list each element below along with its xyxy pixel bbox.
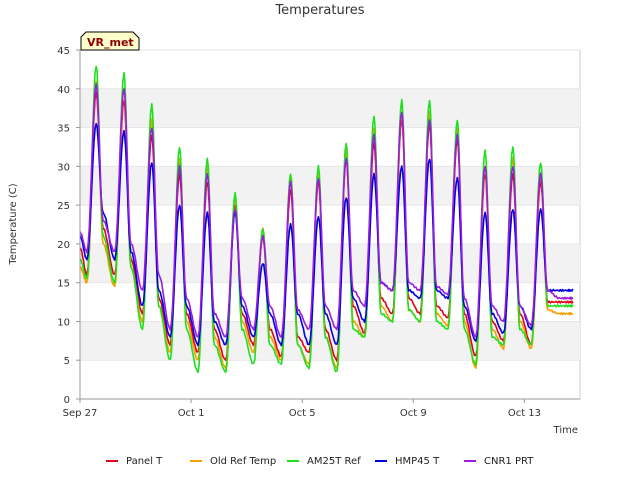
y-tick-label: 10 (57, 317, 70, 328)
y-axis-title: Temperature (C) (8, 183, 19, 265)
y-tick-label: 5 (64, 356, 70, 367)
grid-band (80, 88, 580, 128)
series-line-am25t-ref (79, 65, 574, 374)
grid-band (80, 166, 580, 206)
station-badge: VR_met (80, 31, 140, 51)
axes: 0 5 10 15 20 25 30 35 40 45 Sep 27 Oct 1 Oct 5 Oct 9 O… (57, 46, 580, 419)
y-tick-label: 30 (57, 162, 70, 173)
legend-label: CNR1 PRT (484, 456, 534, 467)
x-axis-title: Time (553, 425, 578, 436)
legend-item-old-ref-temp: Old Ref Temp (190, 456, 276, 467)
series-line-cnr1-prt (79, 83, 574, 338)
series-line-panel-t (79, 91, 574, 362)
station-badge-label: VR_met (87, 36, 134, 49)
legend-label: HMP45 T (395, 456, 440, 467)
x-tick-label: Sep 27 (63, 408, 98, 419)
legend-label: Old Ref Temp (210, 456, 276, 467)
y-tick-label: 0 (64, 395, 70, 406)
legend-label: Panel T (126, 456, 163, 467)
legend-item-hmp45-t: HMP45 T (375, 456, 440, 467)
y-tick-label: 25 (57, 201, 70, 212)
x-tick-label: Oct 9 (400, 408, 427, 419)
y-tick-label: 45 (57, 46, 70, 57)
grid-band (80, 243, 580, 283)
y-tick-label: 40 (57, 85, 70, 96)
y-tick-label: 35 (57, 124, 70, 135)
legend: Panel T Old Ref Temp AM25T Ref HMP45 T CNR1 … (106, 456, 534, 467)
legend-item-am25t-ref: AM25T Ref (287, 456, 361, 467)
legend-item-cnr1-prt: CNR1 PRT (464, 456, 534, 467)
x-tick-label: Oct 13 (508, 408, 541, 419)
y-tick-label: 15 (57, 279, 70, 290)
y-tick-label: 20 (57, 240, 70, 251)
legend-label: AM25T Ref (307, 456, 361, 467)
x-tick-label: Oct 1 (178, 408, 205, 419)
x-tick-label: Oct 5 (289, 408, 316, 419)
series-lines (79, 65, 574, 374)
plot-background (79, 49, 581, 400)
series-line-hmp45-t (79, 122, 574, 347)
legend-item-panel-t: Panel T (106, 456, 163, 467)
chart-title: Temperatures (274, 3, 364, 18)
